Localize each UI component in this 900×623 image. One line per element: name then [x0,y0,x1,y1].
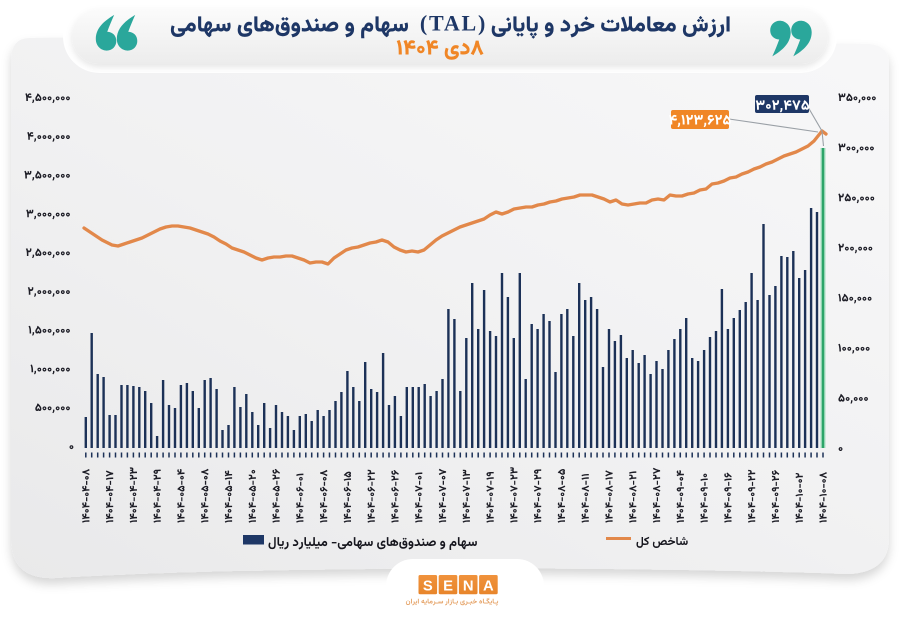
svg-text:S: S [423,579,433,595]
svg-text:A: A [483,579,494,595]
svg-text:N: N [463,579,474,595]
svg-text:(TAL): (TAL) [420,11,487,36]
svg-text:E: E [443,579,453,595]
